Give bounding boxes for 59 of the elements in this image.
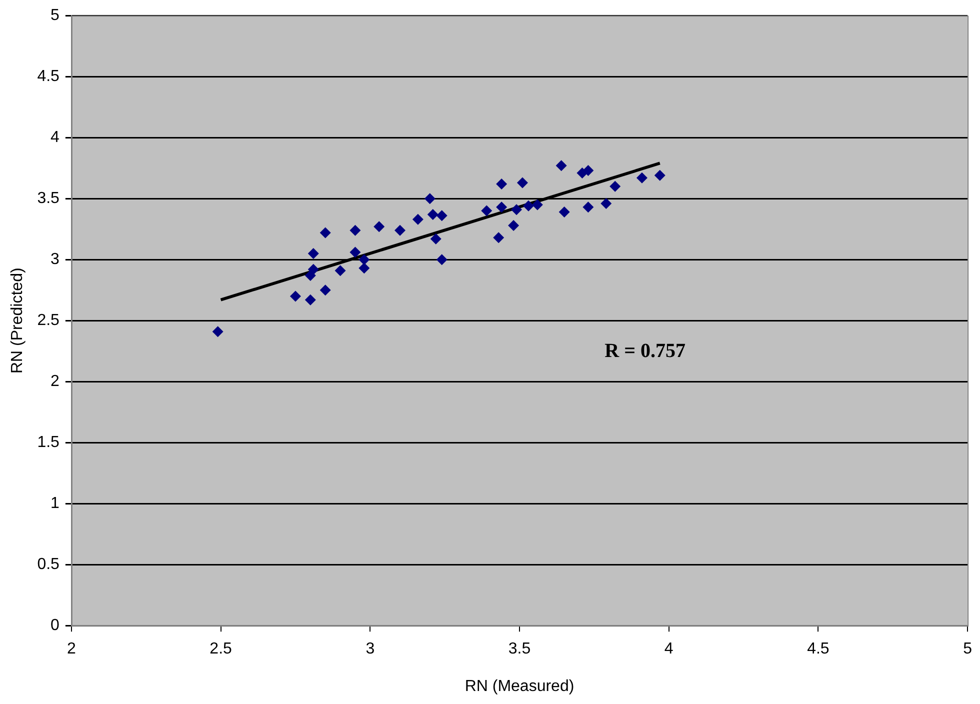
y-tick-label: 3 [50,251,60,268]
y-tick-label: 1.5 [37,434,60,452]
y-tick-label: 5 [50,7,60,24]
point [508,220,520,231]
point [308,264,319,275]
point [582,165,594,176]
point [304,270,316,281]
y-tick-label: 1 [50,495,60,512]
point [427,208,438,220]
point [493,232,504,244]
point [582,202,594,213]
point [350,246,361,258]
point [320,284,331,296]
point [424,193,436,204]
point [394,224,406,236]
point [636,172,648,184]
point [496,178,508,190]
point [558,206,570,218]
point [290,290,301,302]
point [308,248,319,259]
y-axis-title: RN (Predicted) [9,268,26,374]
point [522,200,534,212]
point [212,326,224,338]
point [350,224,361,236]
point [412,214,424,225]
point [610,180,621,192]
point [496,202,508,213]
x-tick-label: 4.5 [807,640,830,658]
y-tick-label: 2.5 [37,312,60,330]
point [430,233,442,244]
point [436,210,448,222]
point [532,199,543,210]
point [304,294,316,306]
y-tick-label: 3.5 [37,190,60,208]
point [481,205,492,216]
point [600,198,612,209]
point [358,254,370,266]
y-tick-label: 2 [50,373,60,390]
y-tick-label: 4.5 [37,68,60,86]
x-tick-label: 2 [66,640,76,658]
x-tick-label: 3.5 [508,640,531,658]
x-tick-label: 3 [366,640,375,658]
point [556,160,567,172]
point [511,204,522,216]
x-tick-label: 4 [664,640,674,658]
annotation: R = 0.757 [604,340,686,362]
point [334,265,346,276]
x-tick-label: 2.5 [210,640,232,658]
x-axis-title: RN (Measured) [464,678,574,695]
y-tick-label: 0 [50,617,60,634]
point [320,227,331,238]
point [436,254,448,266]
point [516,177,528,188]
point [654,170,666,181]
x-tick-label: 5 [963,640,972,658]
y-tick-label: 0.5 [37,556,60,574]
point [374,221,385,232]
y-tick-label: 4 [50,129,60,146]
point [358,262,370,274]
